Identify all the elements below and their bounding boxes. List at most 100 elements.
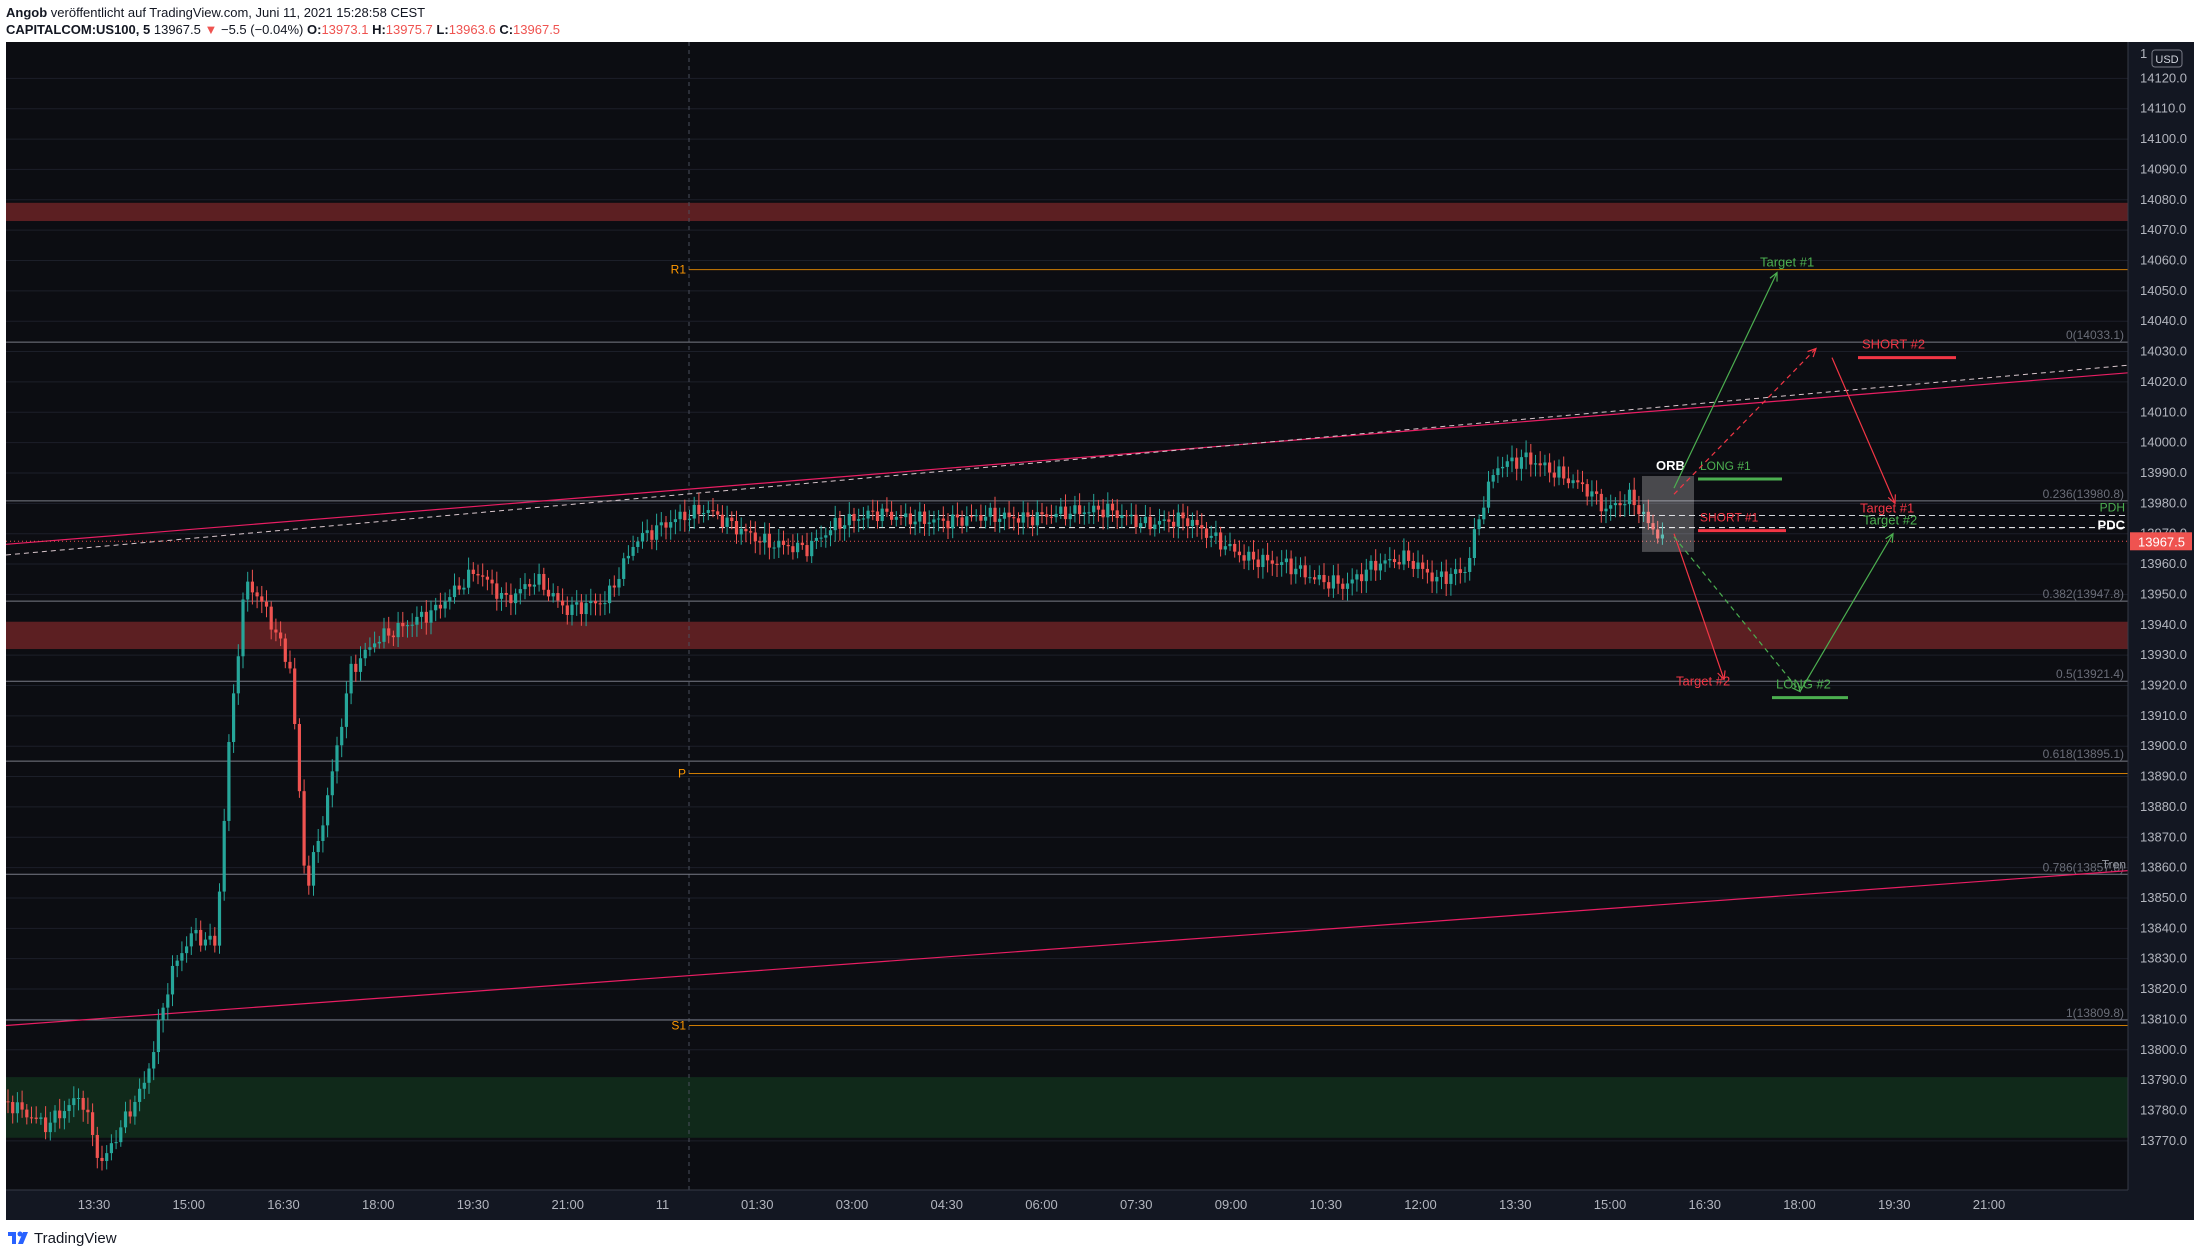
long2-target-label: Target #2 [1863, 513, 1917, 528]
time-axis[interactable]: 13:30 15:00 16:30 18:00 19:30 21:00 11 01:30 03:… [6, 1189, 2128, 1212]
candle-body [410, 624, 414, 626]
price-chart[interactable]: 0(14033.1) 0.236(13980.8) 0.382(13947.8) 0.… [6, 42, 2194, 1220]
candle-body [72, 1098, 76, 1106]
candle-body [579, 602, 583, 615]
time-tick-label: 19:30 [457, 1197, 490, 1212]
candle-body [1369, 560, 1373, 570]
candle-body [1345, 583, 1350, 589]
trade-plan-drawings[interactable]: ORB LONG #1 SHORT #1 SHORT #2 LONG #2 Target … [1642, 255, 1956, 700]
candle-body [443, 601, 447, 609]
time-tick-label: 15:00 [1594, 1197, 1627, 1212]
last-price: 13967.5 [153, 22, 201, 37]
candle-body [1331, 575, 1335, 589]
trend-lines[interactable]: Tren [6, 364, 2129, 1027]
tradingview-logo-icon[interactable] [8, 1230, 30, 1246]
candle-body [1327, 582, 1331, 589]
candle-body [1153, 524, 1157, 530]
candle-body [993, 507, 997, 522]
candle-body [1059, 506, 1063, 514]
previous-day-levels[interactable]: PDH PDC [6, 500, 2128, 542]
time-tick-label: 18:00 [362, 1197, 395, 1212]
candle-body [565, 605, 569, 615]
price-tick-label: 13840.0 [2140, 920, 2187, 935]
candle-body [1303, 565, 1307, 578]
candle-body [598, 603, 602, 605]
candle-body [236, 656, 240, 694]
candle-body [199, 929, 203, 946]
candle-body [1143, 516, 1147, 524]
orb-box[interactable] [1642, 476, 1694, 552]
candle-body [95, 1134, 99, 1158]
candle-body [255, 592, 259, 597]
short2-target-arrow[interactable] [1831, 357, 1896, 505]
candle-body [1350, 579, 1354, 584]
candle-body [471, 569, 475, 575]
support-zone[interactable] [6, 1077, 2128, 1138]
candle-body [250, 581, 254, 593]
price-tick-label: 13780.0 [2140, 1102, 2187, 1117]
candle-body [1204, 528, 1209, 538]
upper-trend-line-dashed[interactable] [6, 364, 2129, 556]
candle-body [1167, 519, 1171, 522]
candle-body [1646, 511, 1650, 524]
price-tick-label: 13890.0 [2140, 769, 2187, 784]
publish-info: Angob veröffentlicht auf TradingView.com… [6, 5, 425, 20]
candle-body [1571, 480, 1575, 484]
time-tick-label: 03:00 [836, 1197, 869, 1212]
candle-body [109, 1143, 113, 1154]
candle-body [457, 585, 461, 590]
candle-body [739, 529, 743, 535]
pivot-label: S1 [671, 1018, 686, 1032]
candle-body [1125, 515, 1129, 517]
candle-body [673, 519, 677, 523]
candle-body [1200, 525, 1204, 529]
tradingview-brand[interactable]: TradingView [34, 1230, 117, 1247]
candle-body [1472, 529, 1476, 558]
candle-body [1040, 512, 1044, 515]
candle-body [645, 530, 649, 533]
candle-body [810, 540, 814, 557]
symbol-name[interactable]: CAPITALCOM:US100, 5 [6, 22, 151, 37]
candle-body [476, 574, 480, 576]
short1-arrow[interactable] [1673, 533, 1726, 681]
svg-text:13967.5: 13967.5 [2138, 534, 2185, 549]
candle-body [335, 745, 339, 772]
candle-body [1317, 574, 1321, 580]
lower-trend-line[interactable] [6, 870, 2129, 1027]
candle-body [39, 1117, 43, 1119]
candle-body [1233, 543, 1237, 552]
currency-badge[interactable]: USD [2151, 49, 2183, 68]
candle-body [1529, 452, 1533, 465]
candle-body [1336, 575, 1340, 584]
plot-area[interactable] [6, 42, 2128, 1190]
candle-body [1430, 572, 1434, 582]
fibonacci-retracement[interactable]: 0(14033.1) 0.236(13980.8) 0.382(13947.8) 0.… [6, 328, 2128, 1021]
candle-body [932, 519, 936, 523]
price-tick-label: 13920.0 [2140, 677, 2187, 692]
candle-body [387, 628, 391, 636]
candle-body [1524, 452, 1528, 458]
candle-body [589, 600, 593, 604]
long1-to-short2-arrow[interactable] [1673, 347, 1817, 495]
candle-body [354, 663, 358, 672]
long1-arrow[interactable] [1673, 271, 1778, 489]
candle-body [1609, 505, 1613, 509]
candle-body [1486, 481, 1491, 508]
candle-body [434, 604, 438, 611]
upper-trend-line[interactable] [6, 372, 2129, 545]
candle-body [904, 513, 908, 518]
price-tick-label: 14120.0 [2140, 70, 2187, 85]
orb-label: ORB [1656, 458, 1685, 473]
candle-body [636, 541, 640, 547]
candle-body [161, 1007, 165, 1021]
author-name[interactable]: Angob [6, 5, 48, 20]
pivot-points[interactable]: R1 P S1 [671, 263, 2128, 1033]
fib-level-label: 0.618(13895.1) [2043, 747, 2124, 761]
candle-body [368, 647, 372, 650]
candle-body [1110, 503, 1115, 511]
resistance-zone[interactable] [6, 202, 2128, 222]
price-axis[interactable]: 14120.0 14110.0 14100.0 14090.0 14080.0 14070… [2127, 42, 2192, 1190]
long2-target-arrow[interactable] [1799, 532, 1894, 692]
long2-label: LONG #2 [1776, 677, 1831, 692]
mid-zone[interactable] [6, 621, 2128, 650]
